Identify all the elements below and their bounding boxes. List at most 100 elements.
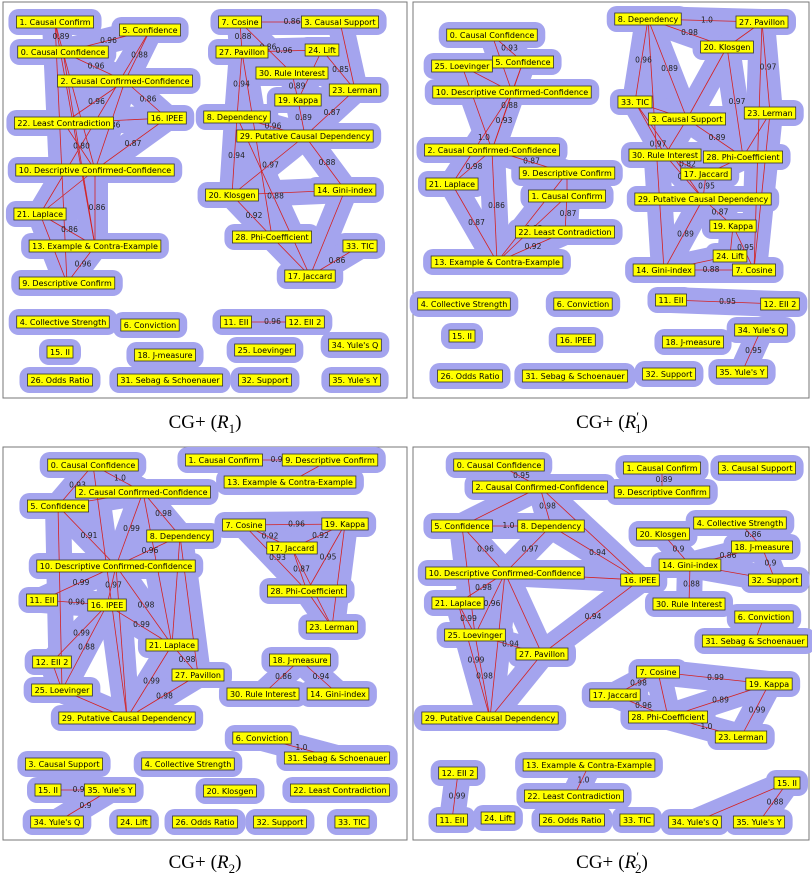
- node-label: 23. Lerman: [718, 733, 763, 742]
- edge-weight: 0.96: [142, 546, 159, 555]
- node-label: 33. TIC: [346, 242, 375, 251]
- graph-panel: 0.930.870.930.880.870.980.860.870.870.92…: [409, 6, 808, 389]
- edge-weight: 0.99: [143, 677, 160, 686]
- node-box: [300, 15, 380, 29]
- edge-weight: 0.94: [313, 672, 330, 681]
- edge-weight: 0.96: [88, 62, 105, 71]
- node: 28. Phi-Coefficient: [628, 710, 708, 724]
- node: 17. Jaccard: [266, 541, 318, 555]
- node: 10. Descriptive Confirmed-Confidence: [36, 559, 196, 573]
- node: 2. Causal Confirmed-Confidence: [75, 485, 211, 499]
- node-box: [437, 369, 503, 383]
- node-box: [444, 628, 506, 642]
- node-box: [431, 519, 493, 533]
- caption-subscript: 1: [229, 421, 236, 436]
- node-box: [425, 566, 585, 580]
- node-label: 0. Causal Confidence: [51, 461, 136, 470]
- node-label: 21. Laplace: [429, 180, 475, 189]
- edge-weight: 0.86: [275, 672, 292, 681]
- node-box: [735, 15, 789, 29]
- edge-weight: 0.96: [477, 545, 494, 554]
- node-label: 12. EII 2: [442, 769, 475, 778]
- edge-weight: 0.96: [635, 701, 652, 710]
- node-label: 21. Laplace: [149, 641, 195, 650]
- node: 20. Klosgen: [205, 188, 259, 202]
- node: 26. Odds Ratio: [172, 815, 238, 829]
- node-box: [636, 527, 690, 541]
- node-box: [647, 112, 727, 126]
- node: 6. Conviction: [120, 318, 180, 332]
- node-box: [306, 687, 370, 701]
- node: 20. Klosgen: [700, 40, 754, 54]
- edge-weight: 0.89: [677, 230, 694, 239]
- node: 32. Support: [253, 815, 307, 829]
- edge: [504, 525, 552, 574]
- node-label: 16. IPEE: [151, 114, 184, 123]
- node-label: 35. Yule's Y: [736, 818, 781, 827]
- node-label: 29. Putative Causal Dependency: [638, 195, 769, 204]
- edge: [291, 547, 308, 592]
- node-label: 24. Lift: [716, 252, 744, 261]
- edge-weight: 0.97: [729, 97, 746, 106]
- node-label: 9. Descriptive Confirm: [617, 488, 707, 497]
- edge-weight: 0.89: [656, 475, 673, 484]
- node: 12. EII 2: [438, 766, 478, 780]
- caption-symbol: R: [216, 412, 229, 433]
- node-box: [328, 338, 382, 352]
- node-label: 27. Pavillon: [739, 18, 785, 27]
- edge: [688, 564, 691, 605]
- node-box: [14, 116, 114, 130]
- node-label: 12. EII 2: [289, 318, 322, 327]
- edge: [321, 49, 356, 91]
- node-box: [34, 783, 62, 797]
- edge: [331, 523, 346, 628]
- edge: [541, 579, 641, 655]
- caption-prefix: CG+: [169, 852, 206, 873]
- node: 12. EII 2: [32, 655, 72, 669]
- node-label: 11. EII: [658, 296, 683, 305]
- node: 33. TIC: [619, 813, 655, 827]
- node-box: [222, 518, 266, 532]
- edge: [461, 65, 493, 151]
- node-box: [655, 293, 687, 307]
- node-box: [472, 480, 608, 494]
- node: 10. Descriptive Confirmed-Confidence: [15, 163, 175, 177]
- node: 3. Causal Support: [300, 15, 380, 29]
- edge-weight: 0.94: [502, 640, 519, 649]
- node: 8. Dependency: [146, 529, 214, 543]
- node-box: [334, 815, 370, 829]
- edge: [491, 61, 524, 151]
- node-box: [26, 593, 58, 607]
- node-label: 21. Laplace: [435, 599, 481, 608]
- node-label: 8. Dependency: [150, 532, 211, 541]
- node-label: 23. Lerman: [747, 109, 792, 118]
- node-label: 28. Phi-Coefficient: [270, 587, 343, 596]
- node: 2. Causal Confirmed-Confidence: [472, 480, 608, 494]
- edge-weight: 0.86: [140, 95, 157, 104]
- node-box: [134, 348, 196, 362]
- node-box: [226, 687, 300, 701]
- node-box: [203, 110, 271, 124]
- node-box: [145, 638, 199, 652]
- node: 13. Example & Contra-Example: [28, 239, 162, 253]
- node: 27. Pavillon: [215, 45, 269, 59]
- edge-weight: 0.9: [765, 559, 777, 568]
- node: 25. Loevinger: [431, 59, 493, 73]
- caption-symbol: R: [624, 412, 637, 433]
- node-label: 2. Causal Confirmed-Confidence: [428, 146, 557, 155]
- node-label: 14. Gini-index: [636, 266, 692, 275]
- edge-weight: 0.94: [271, 455, 288, 464]
- node-label: 8. Dependency: [207, 113, 268, 122]
- node: 21. Laplace: [431, 596, 485, 610]
- node: 6. Conviction: [553, 297, 613, 311]
- edge: [236, 51, 243, 118]
- node: 25. Loevinger: [234, 343, 296, 357]
- graph-panel: 0.89 0.96 0.88 0.96 0.96 0.86 0.80 0.86 0.86 0.96…: [5, 9, 390, 393]
- node-box: [524, 789, 624, 803]
- node-label: 14. Gini-index: [317, 186, 373, 195]
- node-label: 29. Putative Causal Dependency: [240, 132, 371, 141]
- graph-panel: 1.00.930.980.990.910.960.99 0.970.960.990…: [17, 447, 398, 835]
- edge: [504, 572, 543, 655]
- node-box: [232, 731, 292, 745]
- node: 19. Kappa: [745, 677, 793, 691]
